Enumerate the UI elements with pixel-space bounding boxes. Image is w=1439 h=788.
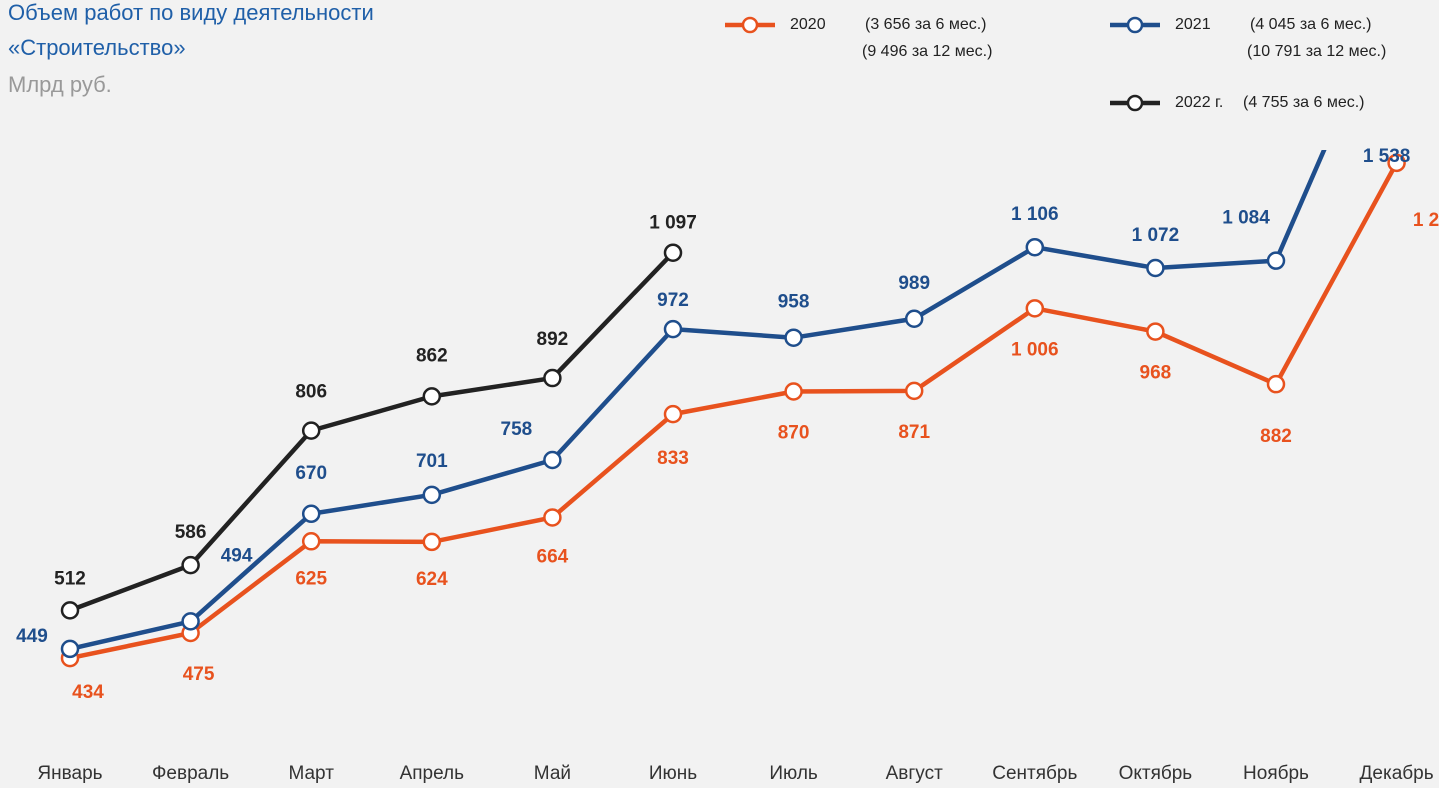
point (663, 319, 683, 339)
point (543, 508, 562, 527)
data-label: 989 (898, 273, 930, 294)
point (904, 381, 924, 401)
point (301, 421, 321, 440)
point (301, 504, 321, 524)
legend-label: 2020 (790, 16, 826, 33)
point (1266, 251, 1286, 270)
data-label: 758 (501, 419, 533, 440)
legend-label: 2021 (1175, 16, 1211, 33)
legend-label: 2022 г. (1175, 94, 1223, 111)
x-tick-label: Ноябрь (1243, 763, 1309, 784)
point (422, 532, 442, 552)
x-tick-label: Июль (769, 763, 818, 784)
data-label: 664 (537, 546, 569, 567)
data-label: 1 244 (1413, 210, 1439, 231)
chart-title: «Строительство» (8, 35, 186, 60)
data-label: 449 (16, 626, 48, 647)
data-label: 806 (295, 382, 327, 403)
x-tick-label: Апрель (400, 763, 465, 784)
legend-note: (10 791 за 12 мес.) (1247, 43, 1386, 60)
data-label: 1 006 (1011, 339, 1059, 360)
series-line (69, 150, 1327, 652)
point (1146, 322, 1165, 341)
point (1146, 258, 1165, 278)
x-tick-label: Декабрь (1360, 763, 1434, 784)
data-label: 958 (778, 292, 810, 313)
chart-title: Объем работ по виду деятельности (8, 0, 374, 25)
plot (60, 150, 1406, 668)
legend-marker (1126, 16, 1144, 34)
point (301, 532, 321, 551)
data-label: 625 (295, 568, 327, 589)
data-label: 862 (416, 345, 448, 366)
point (181, 612, 200, 631)
legend-note: (4 755 за 6 мес.) (1243, 94, 1365, 111)
data-label: 1 106 (1011, 204, 1059, 225)
data-label: 624 (416, 569, 448, 590)
x-tick-label: Январь (37, 763, 102, 784)
point (543, 368, 562, 388)
point (1387, 153, 1406, 173)
data-label: 870 (778, 423, 810, 444)
data-label: 701 (416, 451, 448, 472)
point (60, 601, 80, 620)
legend-marker (741, 16, 759, 34)
data-label: 892 (537, 329, 569, 350)
point (422, 485, 442, 505)
point (784, 382, 803, 401)
legend-note: (3 656 за 6 мес.) (865, 16, 987, 33)
legend-note: (9 496 за 12 мес.) (862, 43, 992, 60)
x-tick-label: Октябрь (1119, 763, 1193, 784)
data-label: 670 (295, 463, 327, 484)
data-label: 586 (175, 522, 207, 543)
point (543, 450, 562, 470)
series-line (69, 251, 675, 613)
point (663, 404, 683, 424)
data-label: 882 (1260, 426, 1292, 447)
point (663, 243, 683, 262)
data-label: 1 072 (1132, 225, 1180, 246)
x-tick-label: Май (534, 763, 571, 784)
data-label: 494 (221, 545, 253, 566)
chart-subtitle: Млрд руб. (8, 72, 112, 97)
data-label: 871 (898, 422, 930, 443)
data-label: 475 (183, 664, 215, 685)
data-label: 1 538 (1363, 146, 1411, 167)
legend-marker (1126, 94, 1144, 112)
x-tick-label: Август (886, 763, 943, 784)
x-tick-label: Февраль (152, 763, 229, 784)
point (1266, 374, 1286, 394)
point (784, 328, 803, 347)
data-label: 968 (1140, 363, 1172, 384)
data-label: 1 097 (649, 213, 697, 234)
series-line (69, 161, 1399, 661)
data-label: 512 (54, 568, 86, 589)
data-label: 972 (657, 290, 689, 311)
point (1025, 299, 1045, 318)
data-label: 434 (72, 682, 104, 703)
data-label: 833 (657, 448, 689, 469)
x-tick-label: Июнь (649, 763, 697, 784)
point (1025, 237, 1045, 257)
point (422, 387, 442, 406)
point (181, 555, 200, 575)
x-tick-label: Март (288, 763, 334, 784)
point (60, 639, 80, 659)
point (904, 309, 924, 328)
data-label: 1 084 (1222, 208, 1270, 229)
x-tick-label: Сентябрь (992, 763, 1077, 784)
legend-note: (4 045 за 6 мес.) (1250, 16, 1372, 33)
